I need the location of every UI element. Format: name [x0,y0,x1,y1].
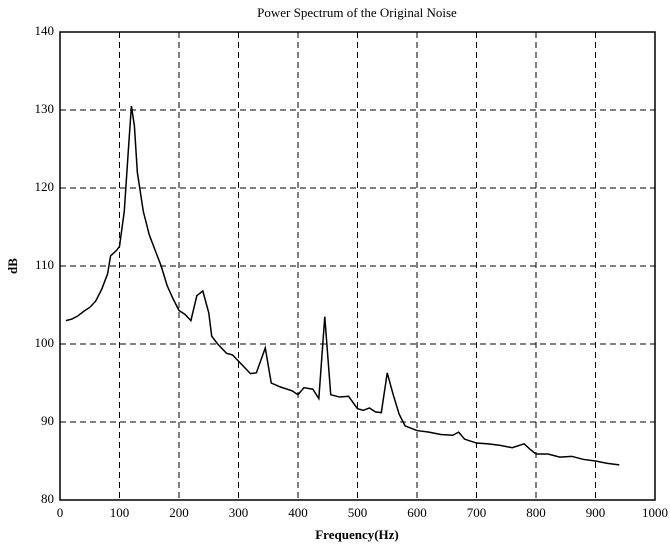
y-tick-label: 140 [35,23,55,38]
y-tick-label: 110 [35,257,54,272]
plot-frame [59,31,656,501]
y-tick-label: 120 [35,179,55,194]
x-tick-label: 600 [407,505,427,520]
x-tick-label: 1000 [642,505,668,520]
x-tick-label: 700 [467,505,487,520]
chart-title: Power Spectrum of the Original Noise [257,5,457,20]
y-tick-label: 100 [35,335,55,350]
y-tick-label: 130 [35,101,55,116]
x-tick-label: 300 [229,505,249,520]
x-axis-label: Frequency(Hz) [315,527,399,542]
y-tick-label: 80 [41,491,54,506]
x-tick-label: 500 [348,505,368,520]
line [65,105,620,466]
y-tick-label: 90 [41,413,54,428]
y-axis-label: dB [5,258,20,274]
x-tick-label: 200 [169,505,189,520]
x-tick-label: 800 [526,505,546,520]
x-tick-label: 400 [288,505,308,520]
x-tick-label: 0 [57,505,64,520]
x-tick-label: 100 [110,505,130,520]
x-tick-label: 900 [586,505,606,520]
